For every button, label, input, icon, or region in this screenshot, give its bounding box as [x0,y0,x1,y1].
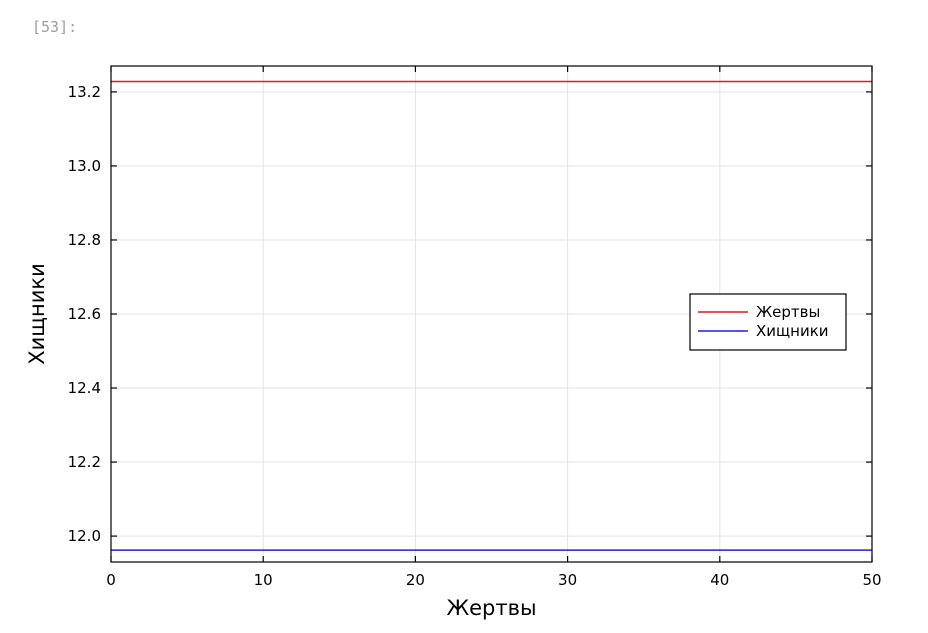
y-tick-label: 12.4 [68,379,101,397]
x-tick-label: 30 [558,571,577,589]
legend-label: Хищники [756,322,829,340]
cell-prompt: [53]: [32,18,78,36]
grid-lines [110,66,873,562]
x-tick-label: 50 [862,571,881,589]
x-axis-label: Жертвы [446,596,536,620]
axis-ticks: 0 10 20 30 40 50 12.0 12.2 12.4 12.6 12.8 13.0 13.2 [68,66,882,589]
x-tick-label: 40 [710,571,729,589]
legend-label: Жертвы [756,303,820,321]
y-tick-label: 12.8 [68,231,101,249]
legend-box [689,293,847,351]
x-tick-label: 10 [254,571,273,589]
y-axis-label: Хищники [25,263,49,365]
x-tick-label: 20 [406,571,425,589]
y-tick-label: 13.2 [68,83,101,101]
series-layer [111,80,872,551]
y-tick-label: 12.2 [68,453,101,471]
y-tick-label: 13.0 [68,157,101,175]
y-tick-label: 12.0 [68,527,101,545]
x-tick-label: 0 [106,571,116,589]
y-tick-label: 12.6 [68,305,101,323]
